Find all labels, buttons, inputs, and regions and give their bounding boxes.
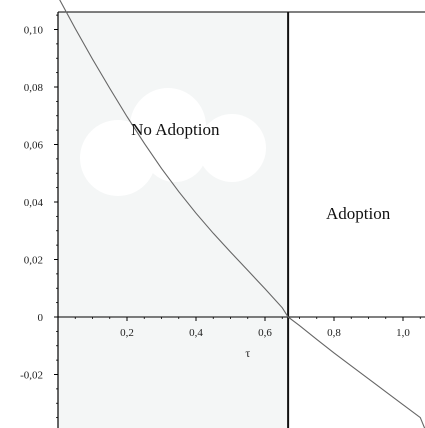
- x-tick-label: 0,2: [120, 327, 134, 339]
- x-tick-label: 0,4: [189, 327, 203, 339]
- x-tick-label: 0,6: [258, 327, 272, 339]
- watermark-blobs: [80, 88, 266, 196]
- x-ticks: 0,2 0,4 0,6 0,8 1,0: [74, 317, 421, 339]
- y-tick-label: 0,10: [24, 25, 44, 37]
- y-tick-label: 0,08: [24, 82, 44, 94]
- x-tick-label: 1,0: [396, 327, 410, 339]
- y-tick-label: 0,02: [24, 255, 43, 267]
- region-label-adoption: Adoption: [326, 204, 391, 223]
- y-tick-label: 0,06: [24, 140, 44, 152]
- y-ticks: -0,02 0 0,02 0,04 0,06 0,08 0,10: [20, 14, 58, 419]
- y-tick-label: -0,02: [20, 370, 43, 382]
- region-label-no-adoption: No Adoption: [131, 120, 220, 139]
- no-adoption-region-shading: [58, 12, 289, 428]
- x-tick-label: 0,8: [327, 327, 341, 339]
- x-axis-label: τ: [245, 346, 250, 360]
- y-tick-label: 0: [38, 312, 44, 324]
- series-line: [59, 0, 425, 428]
- y-tick-label: 0,04: [24, 197, 44, 209]
